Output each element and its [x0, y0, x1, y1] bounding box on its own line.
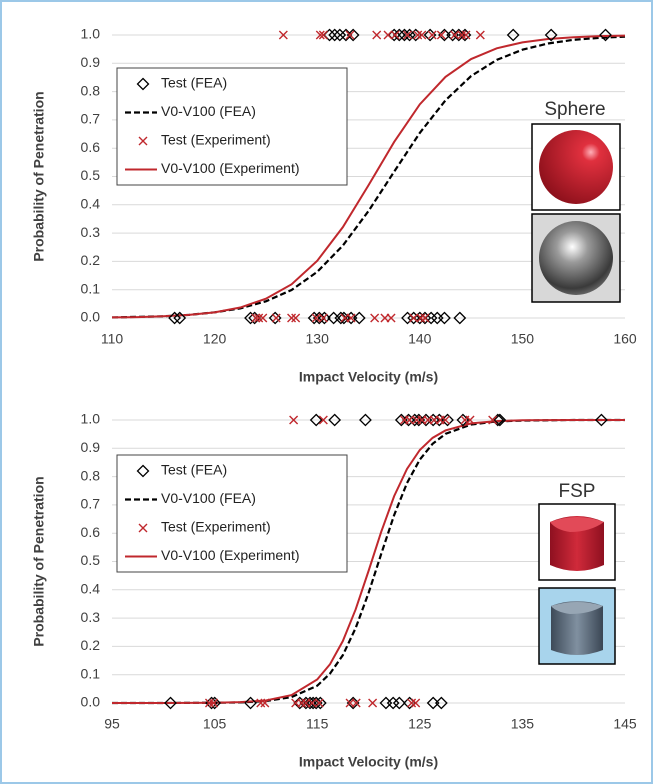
x-tick-label: 150 — [511, 331, 535, 347]
y-tick-label: 1.0 — [81, 411, 101, 427]
legend-label: V0-V100 (FEA) — [161, 103, 256, 119]
sphere-images — [532, 124, 620, 302]
legend-label: V0-V100 (FEA) — [161, 490, 256, 506]
x-tick-label: 110 — [101, 331, 124, 347]
y-tick-label: 0.9 — [81, 54, 101, 70]
y-tick-label: 0.0 — [81, 694, 101, 710]
legend-label: Test (FEA) — [161, 462, 227, 478]
y-axis-label: Probability of Penetration — [31, 476, 47, 646]
y-tick-label: 0.6 — [81, 139, 101, 155]
x-tick-label: 105 — [203, 716, 227, 732]
y-tick-label: 0.2 — [81, 637, 101, 653]
x-axis-label: Impact Velocity (m/s) — [299, 369, 438, 385]
y-tick-label: 0.7 — [81, 111, 101, 127]
y-tick-label: 0.5 — [81, 552, 101, 568]
legend-label: Test (Experiment) — [161, 132, 271, 148]
x-tick-label: 135 — [511, 716, 535, 732]
y-tick-label: 0.3 — [81, 224, 101, 240]
x-tick-label: 130 — [306, 331, 330, 347]
y-tick-label: 0.5 — [81, 167, 101, 183]
x-tick-label: 145 — [613, 716, 637, 732]
x-tick-label: 95 — [104, 716, 120, 732]
y-tick-label: 0.7 — [81, 496, 101, 512]
y-tick-label: 0.3 — [81, 609, 101, 625]
y-tick-label: 0.0 — [81, 309, 101, 325]
y-tick-label: 0.2 — [81, 252, 101, 268]
inset-label: Sphere — [544, 99, 605, 120]
y-tick-label: 0.1 — [81, 280, 101, 296]
page: 0.0 0.1 0.2 0.3 0.4 0.5 0.6 0.7 0.8 0.9 1.0 95 105 11… — [0, 0, 653, 784]
y-axis-label: Probability of Penetration — [31, 91, 47, 261]
fsp-images — [539, 504, 615, 664]
legend-label: Test (FEA) — [161, 75, 227, 91]
x-axis-label: Impact Velocity (m/s) — [299, 754, 438, 770]
y-tick-label: 1.0 — [81, 26, 101, 42]
inset-label: FSP — [559, 481, 596, 502]
y-tick-label: 0.4 — [81, 581, 101, 597]
legend-label: Test (Experiment) — [161, 519, 271, 535]
y-tick-label: 0.9 — [81, 439, 101, 455]
x-tick-label: 160 — [613, 331, 637, 347]
x-tick-label: 125 — [408, 716, 432, 732]
x-tick-label: 120 — [203, 331, 227, 347]
figure: 0.0 0.1 0.2 0.3 0.4 0.5 0.6 0.7 0.8 0.9 1.0 95 105 11… — [0, 0, 653, 784]
y-tick-label: 0.6 — [81, 524, 101, 540]
x-tick-label: 115 — [306, 716, 329, 732]
legend-label: V0-V100 (Experiment) — [161, 547, 300, 563]
y-tick-label: 0.8 — [81, 467, 101, 483]
y-tick-label: 0.4 — [81, 196, 101, 212]
y-tick-label: 0.8 — [81, 82, 101, 98]
y-tick-label: 0.1 — [81, 665, 101, 681]
legend-label: V0-V100 (Experiment) — [161, 160, 300, 176]
x-tick-label: 140 — [408, 331, 432, 347]
